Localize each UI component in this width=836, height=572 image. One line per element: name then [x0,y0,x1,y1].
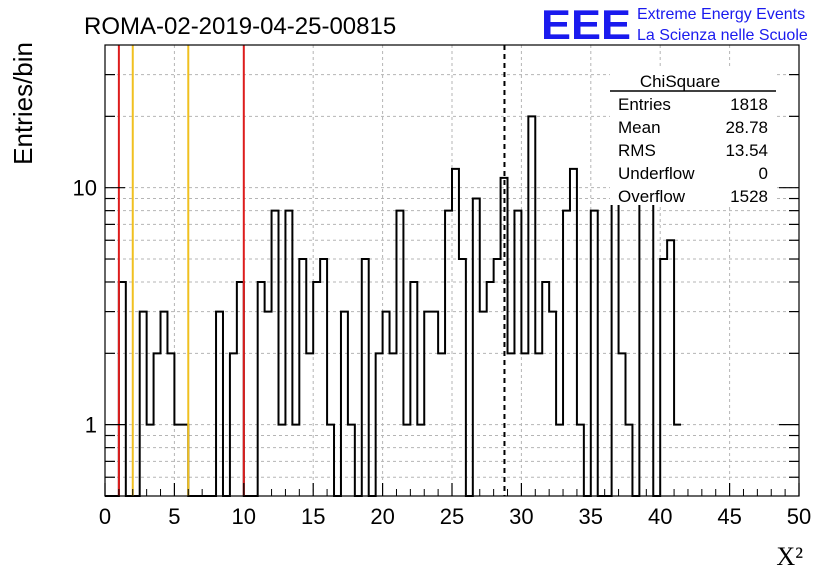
x-tick-label: 35 [579,504,603,529]
stats-rows: Entries 1818 Mean 28.78 RMS 13.54 Underflow 0 Ov… [618,95,768,206]
y-tick-label: 1 [85,413,97,438]
stats-box: ChiSquare Entries 1818 Mean 28.78 RMS 13.54 Un… [610,69,776,206]
stats-row-value: 1528 [730,187,768,206]
x-tick-label: 50 [787,504,811,529]
stats-box-title: ChiSquare [640,72,720,91]
axis-ticks: 0 5 10 15 20 25 30 35 40 45 50 1 10 [73,74,811,529]
x-tick-label: 5 [168,504,180,529]
stats-row-label: Mean [618,118,661,137]
x-tick-label: 0 [99,504,111,529]
reference-lines [117,45,506,496]
x-tick-label: 25 [440,504,464,529]
eee-logo-line2: La Scienza nelle Scuole [637,27,808,44]
histogram-bars [105,115,682,497]
stats-row-value: 13.54 [725,141,768,160]
x-tick-label: 45 [717,504,741,529]
stats-row-label: Underflow [618,164,695,183]
x-tick-label: 10 [232,504,256,529]
stats-row-value: 28.78 [725,118,768,137]
y-axis-label: Entries/bin [8,42,38,165]
x-tick-label: 30 [509,504,533,529]
stats-row-label: Overflow [618,187,686,206]
chart-title: ROMA-02-2019-04-25-00815 [84,13,396,40]
eee-logo: EEE Extreme Energy Events La Scienza nel… [541,1,808,48]
x-tick-label: 20 [370,504,394,529]
stats-row-label: Entries [618,95,671,114]
x-tick-label: 15 [301,504,325,529]
y-tick-label: 10 [73,176,97,201]
stats-row-label: RMS [618,141,656,160]
x-axis-label: X² [776,542,803,571]
stats-row-value: 0 [759,164,768,183]
histogram-outline [105,115,682,497]
x-tick-label: 40 [648,504,672,529]
eee-logo-mark: EEE [541,1,631,48]
eee-logo-line1: Extreme Energy Events [637,6,805,23]
stats-row-value: 1818 [730,95,768,114]
